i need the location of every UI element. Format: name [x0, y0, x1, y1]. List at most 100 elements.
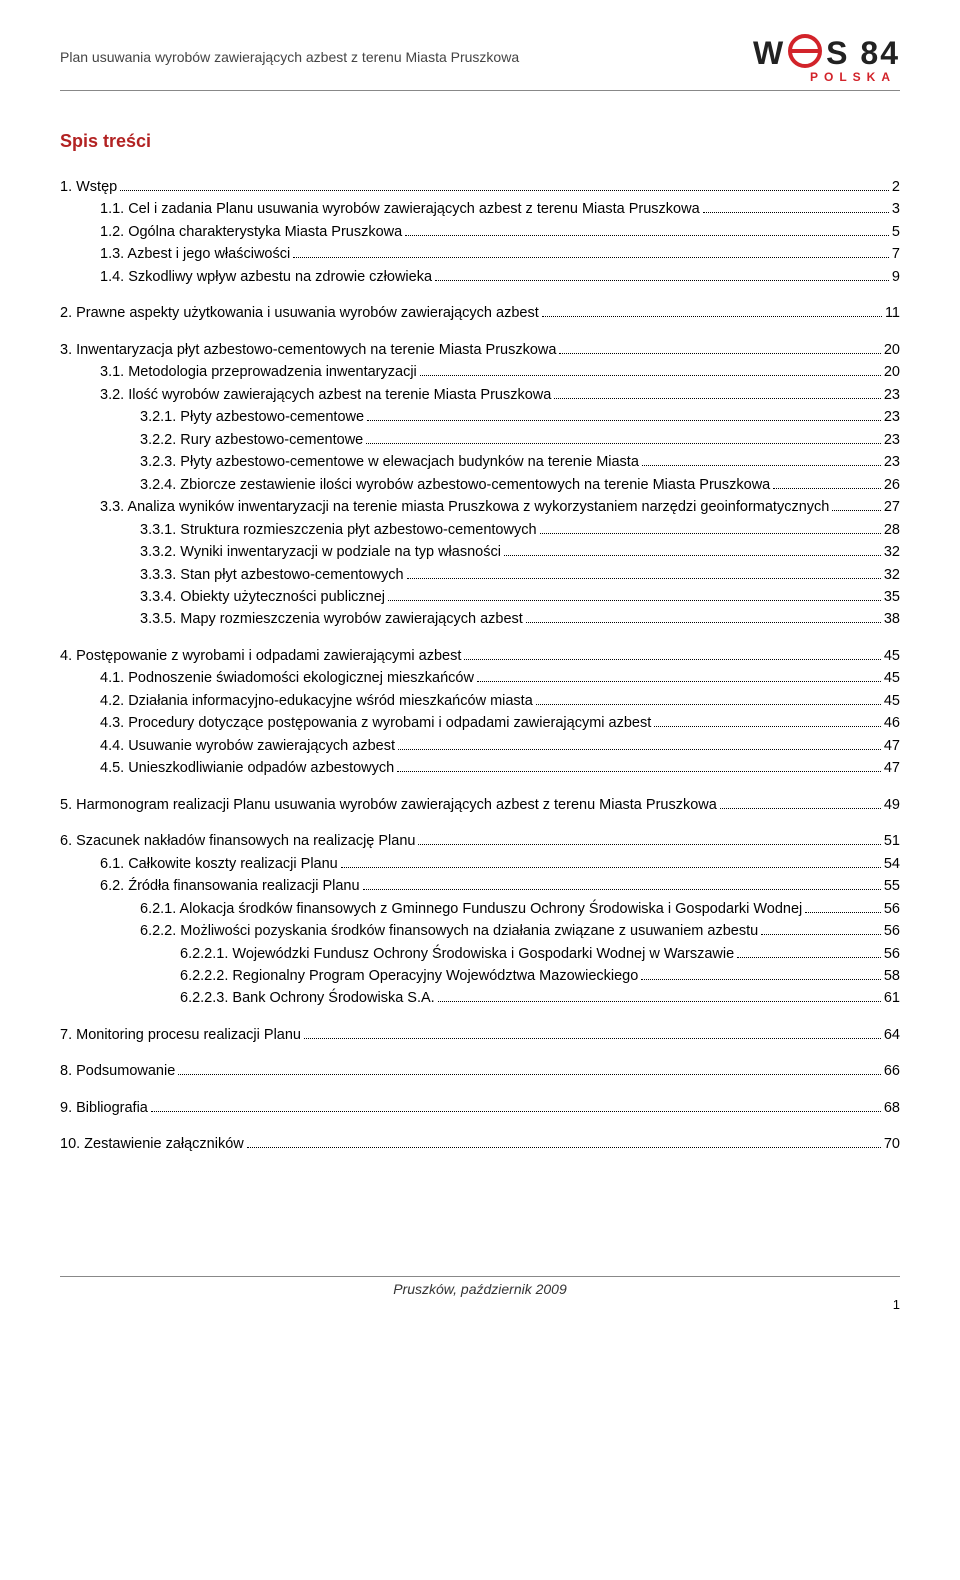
toc-leader-dots [366, 443, 881, 444]
toc-label: 4.4. Usuwanie wyrobów zawierających azbe… [100, 735, 395, 757]
toc-page-number: 5 [892, 221, 900, 243]
toc-entry: 2. Prawne aspekty użytkowania i usuwania… [60, 302, 900, 324]
toc-leader-dots [464, 659, 881, 660]
toc-page-number: 23 [884, 429, 900, 451]
toc-page-number: 3 [892, 198, 900, 220]
toc-leader-dots [477, 681, 881, 682]
toc-label: 6.2.2.1. Wojewódzki Fundusz Ochrony Środ… [180, 943, 734, 965]
toc-label: 3. Inwentaryzacja płyt azbestowo-cemento… [60, 339, 556, 361]
toc-leader-dots [120, 190, 889, 191]
toc-leader-dots [773, 488, 881, 489]
toc-label: 3.2.2. Rury azbestowo-cementowe [140, 429, 363, 451]
toc-entry: 5. Harmonogram realizacji Planu usuwania… [60, 794, 900, 816]
toc-entry: 4.2. Działania informacyjno-edukacyjne w… [60, 690, 900, 712]
toc-leader-dots [435, 280, 889, 281]
toc-leader-dots [832, 510, 881, 511]
toc-leader-dots [178, 1074, 881, 1075]
toc-entry: 4. Postępowanie z wyrobami i odpadami za… [60, 645, 900, 667]
toc-label: 4.5. Unieszkodliwianie odpadów azbestowy… [100, 757, 394, 779]
toc-entry: 3.1. Metodologia przeprowadzenia inwenta… [60, 361, 900, 383]
toc-leader-dots [504, 555, 881, 556]
toc-label: 3.3.4. Obiekty użyteczności publicznej [140, 586, 385, 608]
page-footer: Pruszków, październik 2009 1 [60, 1276, 900, 1297]
toc-leader-dots [398, 749, 881, 750]
page-header: Plan usuwania wyrobów zawierających azbe… [60, 30, 900, 91]
toc-page-number: 58 [884, 965, 900, 987]
toc-entry: 6.2. Źródła finansowania realizacji Plan… [60, 875, 900, 897]
toc-entry: 6.1. Całkowite koszty realizacji Planu54 [60, 853, 900, 875]
toc-entry: 6.2.2.3. Bank Ochrony Środowiska S.A.61 [60, 987, 900, 1009]
toc-page-number: 46 [884, 712, 900, 734]
toc-entry: 3.3.1. Struktura rozmieszczenia płyt azb… [60, 519, 900, 541]
toc-page-number: 54 [884, 853, 900, 875]
toc-label: 3.2. Ilość wyrobów zawierających azbest … [100, 384, 551, 406]
toc-page-number: 47 [884, 735, 900, 757]
toc-label: 8. Podsumowanie [60, 1060, 175, 1082]
toc-label: 5. Harmonogram realizacji Planu usuwania… [60, 794, 717, 816]
toc-page-number: 28 [884, 519, 900, 541]
doc-title: Plan usuwania wyrobów zawierających azbe… [60, 49, 519, 65]
toc-page-number: 45 [884, 690, 900, 712]
toc-page-number: 56 [884, 920, 900, 942]
toc-page-number: 70 [884, 1133, 900, 1155]
toc-entry: 3.3.3. Stan płyt azbestowo-cementowych32 [60, 564, 900, 586]
toc-entry: 3.3.4. Obiekty użyteczności publicznej 35 [60, 586, 900, 608]
toc-label: 9. Bibliografia [60, 1097, 148, 1119]
toc-leader-dots [654, 726, 881, 727]
toc-entry: 3.2.3. Płyty azbestowo-cementowe w elewa… [60, 451, 900, 473]
toc-leader-dots [247, 1147, 881, 1148]
toc-leader-dots [367, 420, 881, 421]
toc-label: 3.1. Metodologia przeprowadzenia inwenta… [100, 361, 417, 383]
toc-leader-dots [407, 578, 881, 579]
company-logo: W S 84 POLSKA [753, 30, 900, 84]
toc-leader-dots [151, 1111, 881, 1112]
toc-leader-dots [559, 353, 880, 354]
toc-leader-dots [642, 465, 881, 466]
toc-label: 2. Prawne aspekty użytkowania i usuwania… [60, 302, 539, 324]
toc-entry: 3.2. Ilość wyrobów zawierających azbest … [60, 384, 900, 406]
toc-heading: Spis treści [60, 131, 900, 152]
logo-subtext: POLSKA [810, 70, 900, 84]
toc-label: 3.3. Analiza wyników inwentaryzacji na t… [100, 496, 829, 518]
toc-leader-dots [720, 808, 881, 809]
toc-entry: 3.2.2. Rury azbestowo-cementowe 23 [60, 429, 900, 451]
toc-label: 1.2. Ogólna charakterystyka Miasta Prusz… [100, 221, 402, 243]
toc-entry: 3.3.5. Mapy rozmieszczenia wyrobów zawie… [60, 608, 900, 630]
toc-page-number: 56 [884, 898, 900, 920]
toc-leader-dots [388, 600, 881, 601]
document-page: Plan usuwania wyrobów zawierających azbe… [0, 0, 960, 1327]
toc-page-number: 35 [884, 586, 900, 608]
toc-page-number: 9 [892, 266, 900, 288]
toc-label: 7. Monitoring procesu realizacji Planu [60, 1024, 301, 1046]
toc-leader-dots [536, 704, 881, 705]
toc-page-number: 64 [884, 1024, 900, 1046]
toc-entry: 6.2.2. Możliwości pozyskania środków fin… [60, 920, 900, 942]
toc-label: 6.2.2. Możliwości pozyskania środków fin… [140, 920, 758, 942]
toc-label: 4.2. Działania informacyjno-edukacyjne w… [100, 690, 533, 712]
toc-page-number: 7 [892, 243, 900, 265]
toc-leader-dots [542, 316, 882, 317]
toc-page-number: 68 [884, 1097, 900, 1119]
toc-leader-dots [341, 867, 881, 868]
toc-label: 3.2.4. Zbiorcze zestawienie ilości wyrob… [140, 474, 770, 496]
toc-label: 3.3.1. Struktura rozmieszczenia płyt azb… [140, 519, 537, 541]
globe-icon [788, 34, 822, 68]
toc-page-number: 23 [884, 451, 900, 473]
toc-label: 1.1. Cel i zadania Planu usuwania wyrobó… [100, 198, 700, 220]
toc-entry: 1. Wstęp2 [60, 176, 900, 198]
toc-leader-dots [293, 257, 889, 258]
toc-page-number: 2 [892, 176, 900, 198]
toc-entry: 4.3. Procedury dotyczące postępowania z … [60, 712, 900, 734]
footer-text: Pruszków, październik 2009 [393, 1281, 567, 1297]
toc-leader-dots [540, 533, 881, 534]
toc-leader-dots [438, 1001, 881, 1002]
toc-page-number: 23 [884, 406, 900, 428]
toc-leader-dots [761, 934, 881, 935]
toc-entry: 8. Podsumowanie66 [60, 1060, 900, 1082]
toc-label: 4. Postępowanie z wyrobami i odpadami za… [60, 645, 461, 667]
table-of-contents: 1. Wstęp21.1. Cel i zadania Planu usuwan… [60, 176, 900, 1156]
toc-label: 6.2.2.3. Bank Ochrony Środowiska S.A. [180, 987, 435, 1009]
toc-page-number: 45 [884, 667, 900, 689]
toc-entry: 7. Monitoring procesu realizacji Planu 64 [60, 1024, 900, 1046]
toc-label: 10. Zestawienie załączników [60, 1133, 244, 1155]
